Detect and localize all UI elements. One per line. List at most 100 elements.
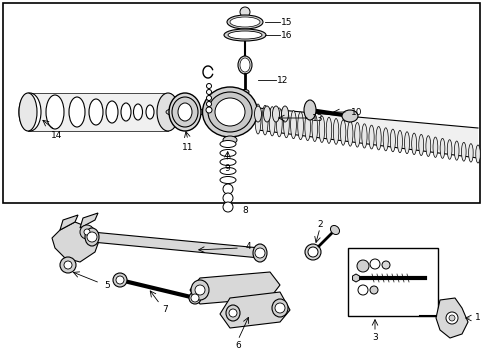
Circle shape bbox=[80, 225, 94, 239]
Circle shape bbox=[229, 309, 237, 317]
Ellipse shape bbox=[146, 105, 154, 119]
Circle shape bbox=[191, 294, 199, 302]
Circle shape bbox=[449, 315, 455, 321]
Ellipse shape bbox=[133, 104, 143, 120]
Ellipse shape bbox=[405, 132, 410, 154]
Ellipse shape bbox=[269, 107, 275, 136]
Circle shape bbox=[87, 232, 97, 242]
Ellipse shape bbox=[391, 129, 395, 152]
Ellipse shape bbox=[468, 144, 473, 162]
Ellipse shape bbox=[341, 120, 346, 145]
Circle shape bbox=[358, 285, 368, 295]
Text: 5: 5 bbox=[104, 282, 110, 291]
Circle shape bbox=[370, 286, 378, 294]
Ellipse shape bbox=[330, 225, 340, 234]
Ellipse shape bbox=[342, 110, 358, 122]
Text: 3: 3 bbox=[372, 333, 378, 342]
Ellipse shape bbox=[169, 93, 201, 131]
Text: 13: 13 bbox=[312, 113, 324, 122]
Text: 4: 4 bbox=[245, 242, 251, 251]
Ellipse shape bbox=[476, 145, 480, 163]
Polygon shape bbox=[190, 272, 280, 304]
Ellipse shape bbox=[241, 90, 249, 95]
Ellipse shape bbox=[189, 292, 201, 304]
Text: 12: 12 bbox=[277, 76, 289, 85]
Circle shape bbox=[223, 202, 233, 212]
Bar bbox=[3, 3, 480, 203]
Ellipse shape bbox=[383, 128, 388, 151]
Ellipse shape bbox=[224, 29, 266, 41]
Circle shape bbox=[357, 260, 369, 272]
Ellipse shape bbox=[253, 244, 267, 262]
Polygon shape bbox=[436, 298, 468, 338]
Bar bbox=[28, 93, 168, 131]
Circle shape bbox=[84, 229, 90, 235]
Ellipse shape bbox=[228, 31, 262, 39]
Ellipse shape bbox=[291, 111, 296, 139]
Ellipse shape bbox=[347, 121, 353, 146]
Ellipse shape bbox=[106, 101, 118, 123]
Text: 10: 10 bbox=[351, 108, 363, 117]
Ellipse shape bbox=[19, 93, 37, 131]
Ellipse shape bbox=[85, 228, 99, 246]
Circle shape bbox=[223, 193, 233, 203]
Ellipse shape bbox=[319, 116, 325, 143]
Circle shape bbox=[275, 303, 285, 313]
Ellipse shape bbox=[220, 167, 236, 175]
Circle shape bbox=[206, 90, 212, 95]
Polygon shape bbox=[80, 213, 98, 228]
Circle shape bbox=[446, 312, 458, 324]
Polygon shape bbox=[352, 274, 360, 282]
Ellipse shape bbox=[69, 97, 85, 127]
Text: 8: 8 bbox=[242, 206, 248, 215]
Ellipse shape bbox=[454, 141, 459, 160]
Text: 9: 9 bbox=[224, 163, 230, 172]
Circle shape bbox=[64, 261, 72, 269]
Ellipse shape bbox=[433, 137, 438, 157]
Circle shape bbox=[206, 107, 212, 113]
Ellipse shape bbox=[255, 104, 261, 134]
Ellipse shape bbox=[326, 117, 332, 143]
Ellipse shape bbox=[220, 140, 236, 148]
Ellipse shape bbox=[220, 176, 236, 184]
Ellipse shape bbox=[89, 99, 103, 125]
Ellipse shape bbox=[178, 103, 192, 121]
Ellipse shape bbox=[462, 142, 466, 161]
Ellipse shape bbox=[19, 93, 41, 131]
Ellipse shape bbox=[272, 299, 288, 317]
Ellipse shape bbox=[305, 113, 311, 140]
Ellipse shape bbox=[276, 108, 282, 137]
Ellipse shape bbox=[298, 112, 303, 140]
Circle shape bbox=[195, 285, 205, 295]
Text: 16: 16 bbox=[281, 31, 293, 40]
Ellipse shape bbox=[238, 56, 252, 74]
Text: 6: 6 bbox=[235, 342, 241, 351]
Ellipse shape bbox=[157, 93, 179, 131]
Ellipse shape bbox=[223, 136, 237, 144]
Ellipse shape bbox=[305, 244, 321, 260]
Polygon shape bbox=[258, 108, 478, 158]
Ellipse shape bbox=[226, 305, 240, 321]
Ellipse shape bbox=[202, 87, 258, 137]
Text: 15: 15 bbox=[281, 18, 293, 27]
Text: 1: 1 bbox=[475, 314, 481, 323]
Ellipse shape bbox=[419, 134, 424, 156]
Ellipse shape bbox=[397, 130, 402, 153]
Ellipse shape bbox=[426, 136, 431, 157]
Ellipse shape bbox=[272, 106, 279, 122]
Ellipse shape bbox=[376, 126, 381, 150]
Ellipse shape bbox=[220, 149, 236, 157]
Ellipse shape bbox=[284, 109, 289, 138]
Text: 14: 14 bbox=[51, 131, 63, 140]
Text: 7: 7 bbox=[162, 306, 168, 315]
Polygon shape bbox=[220, 292, 290, 328]
Ellipse shape bbox=[281, 106, 289, 122]
Ellipse shape bbox=[220, 158, 236, 166]
Ellipse shape bbox=[440, 138, 445, 158]
Circle shape bbox=[60, 257, 76, 273]
Bar bbox=[348, 248, 438, 316]
Ellipse shape bbox=[355, 122, 360, 147]
Circle shape bbox=[206, 102, 212, 107]
Circle shape bbox=[206, 95, 212, 100]
Ellipse shape bbox=[242, 107, 248, 111]
